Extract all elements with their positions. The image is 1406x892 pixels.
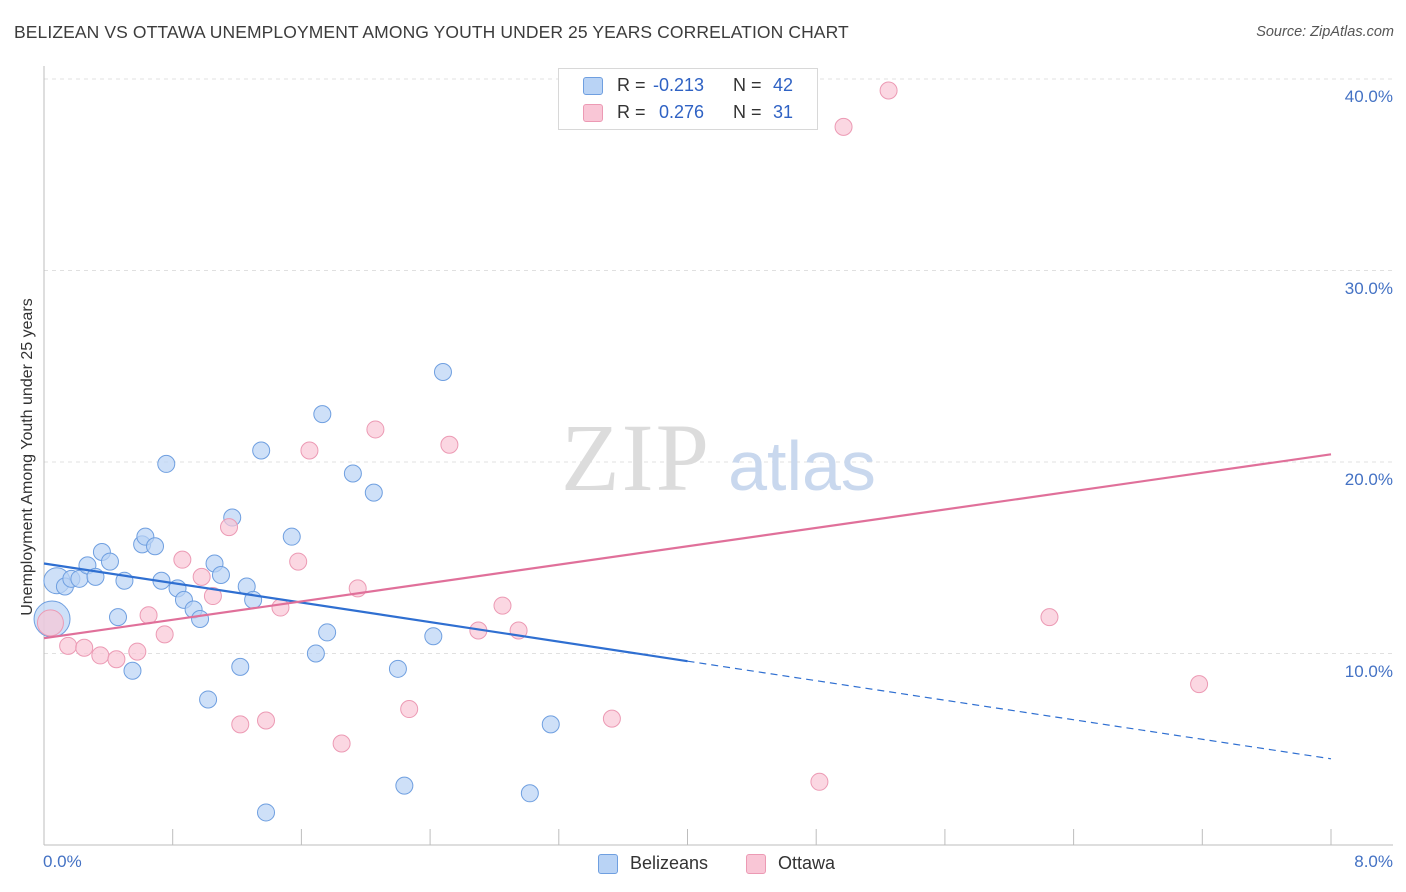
legend-n-label: N = xyxy=(733,102,762,122)
data-point xyxy=(395,776,414,795)
data-point xyxy=(146,537,165,556)
legend-r-label: R = xyxy=(617,102,646,122)
data-point xyxy=(192,567,211,586)
data-point xyxy=(36,609,64,637)
data-point xyxy=(1040,608,1059,627)
data-point xyxy=(300,441,319,460)
data-point xyxy=(400,700,419,719)
legend-n-value: 42 xyxy=(773,75,794,95)
data-point xyxy=(220,518,239,537)
data-point xyxy=(155,625,174,644)
trend-line xyxy=(43,453,1332,640)
chart-title: BELIZEAN VS OTTAWA UNEMPLOYMENT AMONG YO… xyxy=(14,22,849,42)
x-tick-label-max: 8.0% xyxy=(1354,852,1393,871)
series-belizeans xyxy=(33,362,560,822)
y-axis-label: Unemployment Among Youth under 25 years xyxy=(19,298,36,616)
data-point xyxy=(810,772,829,791)
grid-lines xyxy=(44,78,1393,654)
data-point xyxy=(107,650,126,669)
data-point xyxy=(343,464,362,483)
data-point xyxy=(313,405,332,424)
data-point xyxy=(128,642,147,661)
data-point xyxy=(289,552,308,571)
data-point xyxy=(109,608,128,627)
source-label: Source: ZipAtlas.com xyxy=(1256,24,1394,40)
data-point xyxy=(440,435,459,454)
data-point xyxy=(203,587,222,606)
data-point xyxy=(191,610,210,629)
legend-n-value: 31 xyxy=(773,102,794,122)
data-point xyxy=(602,709,621,728)
axes xyxy=(43,66,1393,846)
bottom-legend-label: Belizeans xyxy=(630,853,709,873)
series-ottawa xyxy=(36,81,1209,791)
y-tick-label: 40.0% xyxy=(1344,87,1393,106)
data-point xyxy=(318,623,337,642)
data-point xyxy=(257,711,276,730)
data-point xyxy=(123,661,142,680)
trend-lines xyxy=(43,453,1332,760)
data-point xyxy=(282,527,301,546)
data-point xyxy=(91,646,110,665)
trend-line xyxy=(43,562,688,663)
data-point xyxy=(231,715,250,734)
data-point xyxy=(834,117,853,136)
data-point xyxy=(433,362,452,381)
data-point xyxy=(59,636,78,655)
data-point xyxy=(211,565,230,584)
data-point xyxy=(252,441,271,460)
data-point xyxy=(257,803,276,822)
data-point xyxy=(100,552,119,571)
data-point xyxy=(332,734,351,753)
legend-r-value: 0.276 xyxy=(659,102,705,122)
data-point xyxy=(366,420,385,439)
data-point xyxy=(493,596,512,615)
data-point xyxy=(157,454,176,473)
data-point xyxy=(231,657,250,676)
data-point xyxy=(879,81,898,100)
legend-r-label: R = xyxy=(617,75,646,95)
correlation-legend: R = -0.213 N = 42 R = 0.276 N = 31 xyxy=(558,68,818,130)
watermark-atlas: atlas xyxy=(728,427,876,505)
data-point xyxy=(139,606,158,625)
watermark-zip: ZIP xyxy=(561,404,711,511)
legend-n-label: N = xyxy=(733,75,762,95)
watermark: ZIP atlas xyxy=(561,404,876,511)
data-point xyxy=(364,483,383,502)
data-point xyxy=(271,598,290,617)
y-tick-label: 30.0% xyxy=(1344,278,1393,298)
data-point xyxy=(388,659,407,678)
data-point xyxy=(306,644,325,663)
legend-swatch-belizeans xyxy=(583,77,603,95)
data-point xyxy=(173,550,192,569)
data-point xyxy=(541,715,560,734)
data-point xyxy=(520,784,539,803)
data-point xyxy=(75,638,94,657)
y-tick-label: 20.0% xyxy=(1344,470,1393,489)
legend-swatch-ottawa xyxy=(583,104,603,122)
trend-line-extension xyxy=(687,660,1332,760)
data-point xyxy=(424,627,443,646)
legend-r-value: -0.213 xyxy=(653,75,705,95)
bottom-legend-swatch-ottawa xyxy=(746,854,766,874)
bottom-legend-swatch-belizeans xyxy=(598,854,618,874)
data-point xyxy=(1190,675,1209,694)
bottom-legend-label: Ottawa xyxy=(778,853,836,873)
data-point xyxy=(199,690,218,709)
y-tick-label: 10.0% xyxy=(1344,661,1393,681)
x-tick-label-min: 0.0% xyxy=(43,852,82,871)
